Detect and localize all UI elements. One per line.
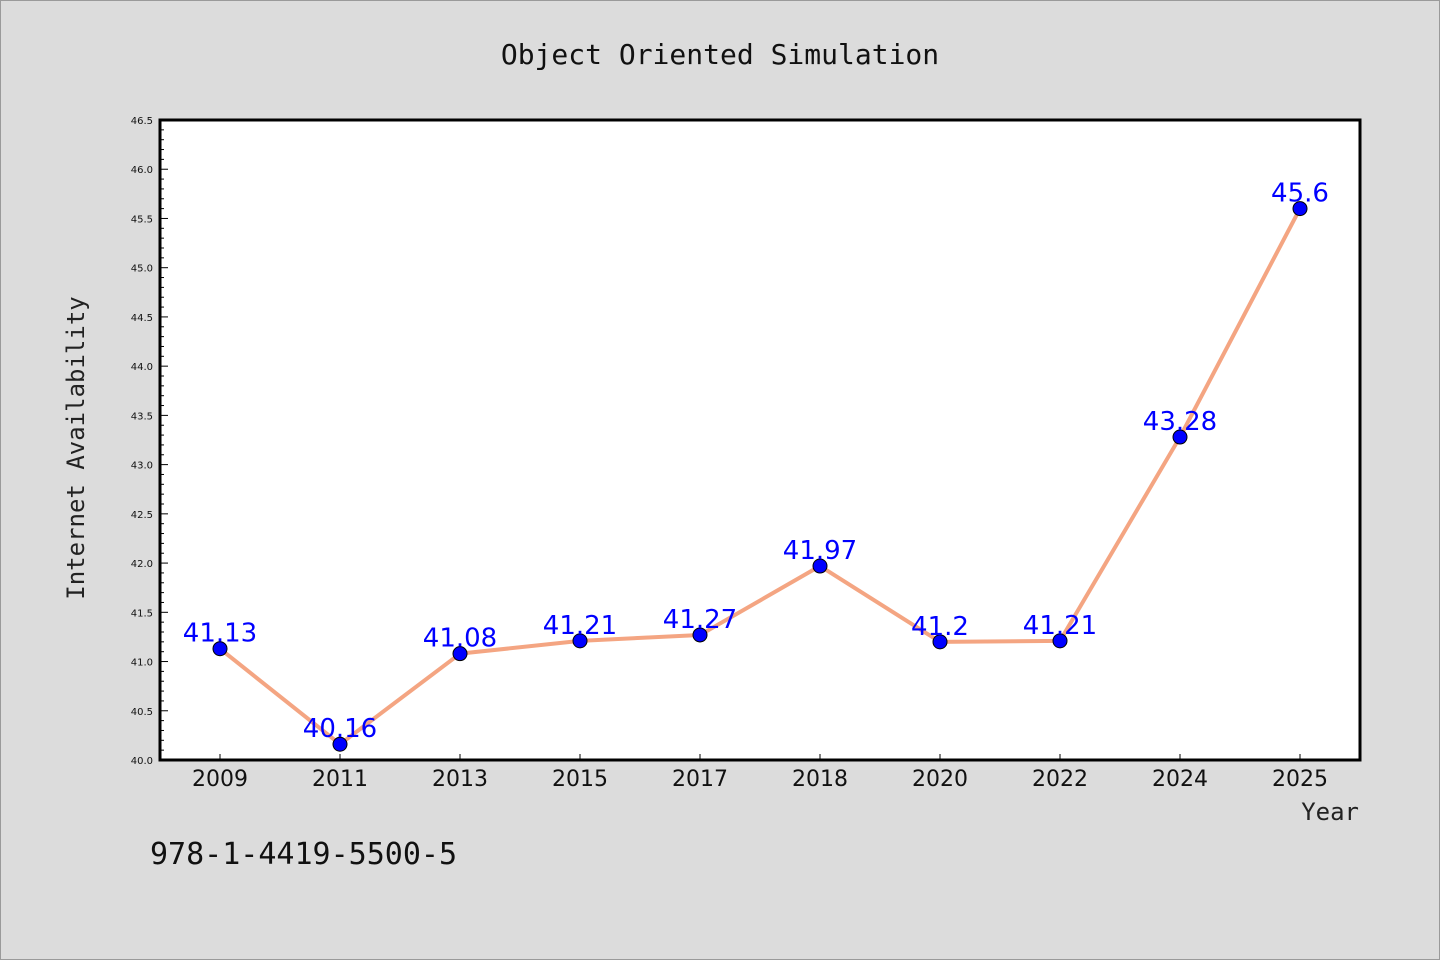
data-point (692, 627, 708, 643)
y-tick-label: 40.0 (131, 756, 153, 767)
y-tick-label: 45.0 (131, 264, 153, 275)
plot-frame (158, 118, 1362, 762)
data-label: 41.97 (783, 536, 857, 566)
y-tick-label: 44.0 (131, 362, 153, 373)
y-axis-label: Internet Availability (62, 296, 90, 599)
data-point (1052, 633, 1068, 649)
x-tick-label: 2017 (672, 767, 728, 792)
y-tick-label: 41.5 (131, 608, 153, 619)
data-label: 41.08 (423, 624, 497, 654)
data-label: 41.27 (663, 605, 737, 635)
y-tick-label: 43.5 (131, 411, 153, 422)
data-point (332, 736, 348, 752)
x-axis: 2009 2011 2013 2015 2017 2018 2020 2022 2024 2025 (192, 754, 1328, 792)
data-label: 41.21 (543, 611, 617, 641)
x-tick-label: 2018 (792, 767, 848, 792)
data-point (1172, 429, 1188, 445)
y-tick-label: 41.0 (131, 658, 153, 669)
data-label: 43.28 (1143, 407, 1217, 437)
y-tick-label: 40.5 (131, 707, 153, 718)
x-tick-label: 2025 (1272, 767, 1328, 792)
x-tick-label: 2020 (912, 767, 968, 792)
data-label: 40.16 (303, 714, 377, 744)
data-point (572, 633, 588, 649)
data-point (1292, 201, 1308, 217)
data-label: 41.21 (1023, 611, 1097, 641)
y-axis: 40.0 40.5 41.0 41.5 42.0 42.5 43.0 43.5 44.0 44.5… (131, 116, 168, 767)
data-label: 41.13 (183, 619, 257, 649)
y-tick-label: 46.0 (131, 165, 153, 176)
y-tick-label: 45.5 (131, 214, 153, 225)
x-tick-label: 2011 (312, 767, 368, 792)
plot-area (160, 120, 1360, 760)
series-line-group (218, 207, 1302, 747)
y-tick-label: 42.5 (131, 510, 153, 521)
x-tick-label: 2024 (1152, 767, 1208, 792)
x-tick-label: 2013 (432, 767, 488, 792)
y-tick-label: 43.0 (131, 461, 153, 472)
data-labels: 41.13 40.16 41.08 41.21 41.27 41.97 41.2 41.21 4… (183, 179, 1329, 745)
x-tick-label: 2022 (1032, 767, 1088, 792)
y-tick-label: 42.0 (131, 559, 153, 570)
y-tick-label: 46.5 (131, 116, 153, 127)
series-line (218, 207, 1302, 747)
y-tick-label: 44.5 (131, 313, 153, 324)
data-points (212, 201, 1308, 752)
data-point (212, 641, 228, 657)
x-tick-label: 2009 (192, 767, 248, 792)
x-tick-label: 2015 (552, 767, 608, 792)
isbn-footnote: 978-1-4419-5500-5 (150, 837, 457, 872)
data-point (452, 646, 468, 662)
data-point (932, 634, 948, 650)
data-label: 41.2 (911, 612, 969, 642)
chart-title: Object Oriented Simulation (501, 38, 939, 71)
x-axis-label: Year (1301, 798, 1359, 826)
data-label: 45.6 (1271, 179, 1329, 209)
data-point (812, 558, 828, 574)
